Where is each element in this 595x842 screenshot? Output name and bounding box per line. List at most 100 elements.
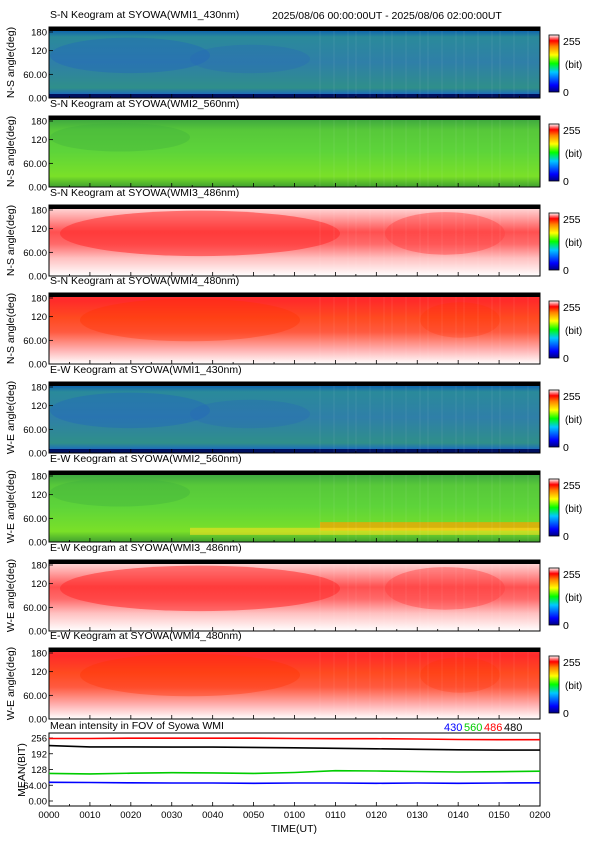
- y-tick-label: 0.00: [29, 272, 48, 283]
- y-tick-label: 0.00: [29, 627, 48, 638]
- series-line-560: [48, 769, 541, 775]
- colorbar: [548, 389, 560, 448]
- aurora-patch: [385, 567, 505, 610]
- line-y-tick-label: 256: [31, 734, 47, 745]
- aurora-patch: [385, 212, 505, 255]
- panel-ylabel: N-S angle(deg): [5, 116, 17, 187]
- y-tick-label: 120: [31, 401, 47, 412]
- colorbar-min: 0: [563, 620, 569, 632]
- colorbar: [548, 655, 560, 714]
- colorbar-min: 0: [563, 353, 569, 365]
- colorbar: [548, 567, 560, 626]
- line-x-tick-label: 0130: [407, 810, 428, 821]
- line-x-tick-label: 0020: [120, 810, 141, 821]
- aurora-patch: [190, 399, 310, 429]
- line-ticks: 256 192 128 64.00 0.00 0000 0010 0020 0030 0040 00…: [23, 734, 550, 822]
- line-y-tick-label: 128: [31, 765, 47, 776]
- colorbar-max: 255: [563, 657, 581, 669]
- panel-title: S-N Keogram at SYOWA(WMI2_560nm): [50, 98, 239, 110]
- colorbar: [548, 300, 560, 359]
- legend-486: 486: [484, 722, 502, 734]
- y-tick-label: 0.00: [29, 449, 48, 460]
- aurora-band: [190, 527, 540, 535]
- colorbar-unit: (bit): [565, 593, 582, 604]
- y-tick-label: 60.00: [23, 603, 47, 614]
- panel-title: E-W Keogram at SYOWA(WMI2_560nm): [50, 453, 242, 465]
- colorbar-unit: (bit): [565, 415, 582, 426]
- panel-title: S-N Keogram at SYOWA(WMI1_430nm): [50, 9, 239, 21]
- series-line-486: [49, 737, 540, 741]
- mask-edge: [49, 116, 540, 120]
- line-x-tick-label: 0010: [79, 810, 100, 821]
- colorbar: [548, 212, 560, 271]
- panel-title: E-W Keogram at SYOWA(WMI3_486nm): [50, 542, 242, 554]
- y-tick-label: 0.00: [29, 538, 48, 549]
- aurora-patch: [420, 302, 500, 338]
- colorbar-unit: (bit): [565, 326, 582, 337]
- y-tick-label: 0.00: [29, 94, 48, 105]
- panel-ylabel: N-S angle(deg): [5, 27, 17, 98]
- y-tick-label: 60.00: [23, 514, 47, 525]
- y-tick-label: 120: [31, 312, 47, 323]
- y-tick-label: 120: [31, 135, 47, 146]
- keogram-panels: S-N Keogram at SYOWA(WMI1_430nm)18012060…: [5, 9, 582, 726]
- colorbar-max: 255: [563, 302, 581, 314]
- mask-edge: [49, 471, 540, 475]
- line-xlabel: TIME(UT): [271, 823, 317, 835]
- series-line-480: [48, 744, 540, 751]
- colorbar-max: 255: [563, 125, 581, 137]
- colorbar-max: 255: [563, 214, 581, 226]
- aurora-patch: [80, 653, 300, 697]
- y-tick-label: 180: [31, 472, 47, 483]
- colorbar: [548, 478, 560, 537]
- keogram-panel: E-W Keogram at SYOWA(WMI2_560nm)180 120 60…: [5, 453, 582, 549]
- colorbar-max: 255: [563, 391, 581, 403]
- y-tick-label: 60.00: [23, 248, 47, 259]
- line-x-tick-label: 0040: [202, 810, 223, 821]
- mean-intensity-panel: Mean intensity in FOV of Syowa WMI 430 5…: [16, 720, 551, 835]
- keogram-heatmap: [49, 382, 540, 453]
- y-tick-label: 0.00: [29, 183, 48, 194]
- colorbar-min: 0: [563, 531, 569, 543]
- aurora-patch: [50, 37, 210, 74]
- keogram-panel: E-W Keogram at SYOWA(WMI3_486nm)180 120 60…: [5, 542, 582, 638]
- line-x-tick-label: 0110: [325, 810, 345, 821]
- line-x-tick-label: 0200: [529, 810, 550, 821]
- legend-560: 560: [464, 722, 482, 734]
- colorbar-min: 0: [563, 442, 569, 454]
- colorbar: [548, 34, 560, 93]
- y-tick-label: 60.00: [23, 336, 47, 347]
- line-x-tick-label: 0030: [161, 810, 182, 821]
- line-series: [48, 737, 541, 785]
- y-tick-label: 180: [31, 294, 47, 305]
- y-tick-label: 60.00: [23, 691, 47, 702]
- line-y-tick-label: 64.00: [23, 781, 47, 792]
- keogram-heatmap: [49, 116, 540, 187]
- legend-480: 480: [504, 722, 522, 734]
- aurora-patch: [60, 565, 340, 612]
- panel-ylabel: N-S angle(deg): [5, 205, 17, 276]
- mask-edge: [49, 382, 540, 386]
- line-x-tick-label: 0050: [243, 810, 264, 821]
- colorbar: [548, 123, 560, 182]
- line-y-tick-label: 192: [31, 749, 47, 760]
- aurora-patch: [80, 298, 300, 342]
- aurora-patch: [60, 210, 340, 257]
- y-tick-label: 120: [31, 490, 47, 501]
- keogram-panel: S-N Keogram at SYOWA(WMI1_430nm)180 120 60…: [5, 9, 582, 105]
- line-x-tick-label: 0150: [489, 810, 510, 821]
- mask-edge: [49, 293, 540, 297]
- keogram-heatmap: [49, 293, 540, 364]
- aurora-patch: [50, 478, 190, 507]
- y-tick-label: 180: [31, 28, 47, 39]
- y-tick-label: 0.00: [29, 715, 48, 726]
- line-x-tick-label: 0140: [448, 810, 469, 821]
- line-y-tick-label: 0.00: [29, 797, 48, 808]
- colorbar-min: 0: [563, 708, 569, 720]
- series-line-430: [48, 781, 541, 785]
- colorbar-unit: (bit): [565, 149, 582, 160]
- mask-edge: [49, 205, 540, 209]
- y-tick-label: 180: [31, 206, 47, 217]
- aurora-band: [320, 522, 540, 531]
